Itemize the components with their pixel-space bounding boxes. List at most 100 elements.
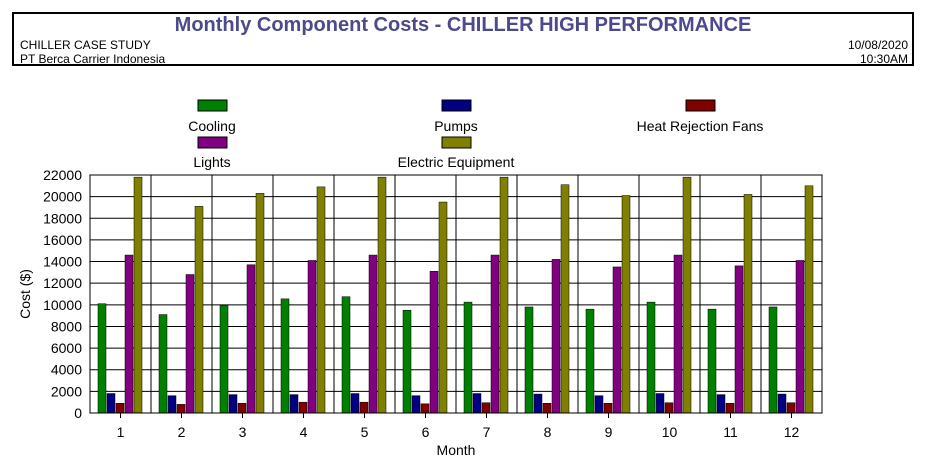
bar-pumps (228, 394, 238, 414)
company-label: PT Berca Carrier Indonesia (20, 52, 166, 66)
bar-heat-rejection-fans (298, 401, 308, 414)
x-tick-label: 3 (239, 424, 247, 440)
bar-electric-equipment (255, 193, 265, 414)
bar-lights (734, 265, 744, 414)
x-axis-label: Month (437, 442, 476, 458)
bar-heat-rejection-fans (481, 402, 491, 414)
y-tick-label: 14000 (43, 254, 82, 270)
legend-label: Lights (193, 154, 230, 170)
bar-lights (551, 259, 561, 414)
plot-border (89, 174, 823, 414)
y-tick-label: 18000 (43, 210, 82, 226)
bar-pumps (289, 394, 299, 414)
chart-bars (97, 176, 814, 414)
y-tick-label: 0 (74, 405, 82, 421)
legend-swatch (441, 99, 472, 112)
x-tick-label: 8 (544, 424, 552, 440)
legend-label: Pumps (434, 118, 478, 134)
bar-pumps (167, 395, 177, 414)
bar-pumps (411, 395, 421, 414)
bar-cooling (585, 308, 595, 414)
bar-heat-rejection-fans (725, 403, 735, 414)
legend-label: Electric Equipment (398, 154, 515, 170)
legend-label: Heat Rejection Fans (637, 118, 764, 134)
y-tick-label: 2000 (51, 383, 82, 399)
bar-lights (795, 260, 805, 414)
bar-cooling (341, 296, 351, 414)
report-header: Monthly Component Costs - CHILLER HIGH P… (12, 12, 914, 66)
y-tick-label: 6000 (51, 340, 82, 356)
case-study-label: CHILLER CASE STUDY (20, 38, 151, 52)
report-date: 10/08/2020 (847, 38, 908, 52)
bar-electric-equipment (560, 184, 570, 414)
bar-lights (124, 254, 134, 414)
legend-label: Cooling (188, 118, 235, 134)
x-tick-label: 9 (605, 424, 613, 440)
bar-lights (307, 260, 317, 414)
bar-electric-equipment (682, 176, 692, 414)
bar-cooling (280, 298, 290, 414)
bar-cooling (707, 308, 717, 414)
bar-heat-rejection-fans (237, 403, 247, 414)
bar-electric-equipment (194, 206, 204, 414)
chart-legend: Cooling Pumps Heat Rejection Fans Lights Ele… (188, 99, 764, 170)
bar-heat-rejection-fans (664, 402, 674, 414)
bar-heat-rejection-fans (603, 403, 613, 414)
legend-swatch (197, 99, 228, 112)
bar-cooling (219, 305, 229, 414)
x-tick-label: 6 (422, 424, 430, 440)
y-axis-label: Cost ($) (17, 269, 33, 319)
bar-electric-equipment (743, 194, 753, 414)
bar-electric-equipment (377, 176, 387, 414)
x-tick-label: 4 (300, 424, 308, 440)
bar-pumps (350, 393, 360, 414)
bar-cooling (158, 314, 168, 414)
bar-pumps (594, 395, 604, 414)
bar-electric-equipment (438, 201, 448, 414)
bar-lights (673, 254, 683, 414)
bar-cooling (646, 301, 656, 414)
legend-swatch (197, 136, 228, 149)
chart-title: Monthly Component Costs - CHILLER HIGH P… (174, 14, 752, 36)
bar-lights (246, 264, 256, 414)
bar-electric-equipment (499, 176, 509, 414)
legend-swatch (685, 99, 716, 112)
bar-lights (490, 254, 500, 414)
y-tick-label: 20000 (43, 189, 82, 205)
bar-heat-rejection-fans (542, 403, 552, 414)
x-tick-label: 11 (723, 424, 738, 440)
bar-lights (612, 266, 622, 414)
y-tick-label: 12000 (43, 275, 82, 291)
legend-swatch (441, 136, 472, 149)
y-tick-label: 4000 (51, 362, 82, 378)
bar-heat-rejection-fans (115, 403, 125, 414)
x-tick-label: 1 (117, 424, 125, 440)
bar-pumps (655, 393, 665, 414)
bar-heat-rejection-fans (176, 404, 186, 414)
bar-lights (185, 274, 195, 414)
y-tick-label: 8000 (51, 318, 82, 334)
bar-pumps (533, 393, 543, 414)
bar-lights (429, 271, 439, 414)
bar-cooling (97, 303, 107, 414)
bar-cooling (463, 301, 473, 414)
x-tick-label: 5 (361, 424, 369, 440)
bar-cooling (524, 306, 534, 414)
x-tick-label: 10 (662, 424, 678, 440)
bar-heat-rejection-fans (786, 402, 796, 414)
x-tick-label: 7 (483, 424, 491, 440)
report-time: 10:30AM (859, 52, 908, 66)
y-tick-label: 16000 (43, 232, 82, 248)
bar-pumps (777, 393, 787, 414)
x-tick-label: 2 (178, 424, 186, 440)
chart-axes: 0 2000 4000 6000 8000 10000 12000 14000 16000 180… (43, 167, 823, 440)
bar-heat-rejection-fans (420, 403, 430, 414)
bar-pumps (716, 394, 726, 414)
bar-cooling (768, 306, 778, 414)
bar-electric-equipment (316, 186, 326, 414)
bar-cooling (402, 309, 412, 414)
y-tick-label: 22000 (43, 167, 82, 183)
bar-pumps (106, 393, 116, 414)
bar-heat-rejection-fans (359, 401, 369, 414)
bar-electric-equipment (804, 185, 814, 414)
